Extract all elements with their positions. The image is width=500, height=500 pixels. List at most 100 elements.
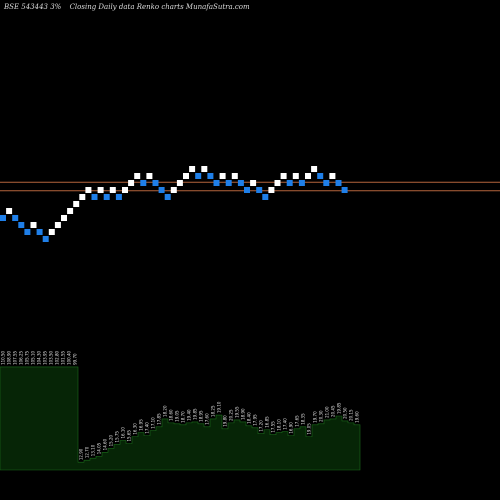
price-label: 20.30 <box>319 410 324 422</box>
volume-area <box>0 366 361 471</box>
price-label: 17.40 <box>283 418 288 430</box>
renko-brick <box>140 180 147 186</box>
renko-brick <box>48 229 55 235</box>
price-label: 14.60 <box>103 438 108 450</box>
price-label: 16.10 <box>121 427 126 439</box>
price-label: 19.80 <box>223 415 228 427</box>
volume-area-path <box>0 366 361 471</box>
price-label: 16.90 <box>289 422 294 434</box>
price-label: 18.20 <box>163 405 168 417</box>
renko-brick <box>244 187 250 193</box>
price-label: 19.05 <box>175 410 180 422</box>
renko-brick <box>152 180 159 186</box>
renko-brick <box>18 222 25 228</box>
renko-brick <box>280 173 287 179</box>
price-label: 16.30 <box>133 423 138 435</box>
renko-brick <box>231 173 238 179</box>
price-label: 17.65 <box>295 415 300 427</box>
renko-brick <box>122 187 128 193</box>
renko-brick <box>201 166 208 172</box>
renko-brick <box>85 187 92 193</box>
renko-brick <box>298 180 305 186</box>
renko-brick <box>225 180 232 186</box>
renko-brick <box>103 194 110 200</box>
renko-brick <box>183 173 189 179</box>
renko-brick <box>305 173 311 179</box>
price-label: 18.40 <box>247 412 252 424</box>
price-label: 15.75 <box>115 431 120 443</box>
price-label: 108.90 <box>7 350 12 364</box>
price-label: 103.50 <box>49 350 54 364</box>
price-label: 15.20 <box>109 434 114 446</box>
renko-brick <box>323 180 330 186</box>
price-label: 17.10 <box>151 417 156 429</box>
renko-brick <box>256 187 263 193</box>
price-label: 17.20 <box>259 420 264 432</box>
price-label: 19.60 <box>355 411 360 423</box>
price-label: 18.70 <box>181 411 186 423</box>
chart-description: Closing Daily data Renko charts MunafaSu… <box>69 3 250 11</box>
price-label: 17.95 <box>253 414 258 426</box>
price-label: 15.65 <box>127 430 132 442</box>
price-label: 14.05 <box>97 442 102 454</box>
price-label: 17.60 <box>205 413 210 425</box>
renko-brick <box>268 187 275 193</box>
renko-brick <box>128 180 135 186</box>
renko-brick <box>274 180 281 186</box>
renko-brick <box>109 187 116 193</box>
price-label: 20.50 <box>343 407 348 419</box>
renko-brick <box>189 166 196 172</box>
price-label: 104.30 <box>37 350 42 364</box>
price-label: 19.10 <box>217 401 222 413</box>
price-label: 18.95 <box>199 410 204 422</box>
price-label: 19.70 <box>313 411 318 423</box>
renko-brick <box>73 201 80 207</box>
price-label: 19.55 <box>235 406 240 418</box>
renko-brick <box>219 173 226 179</box>
renko-brick <box>237 180 244 186</box>
renko-brick <box>158 187 165 193</box>
price-label: 106.25 <box>19 350 24 364</box>
renko-brick <box>42 236 49 242</box>
renko-brick <box>6 208 13 214</box>
renko-brick <box>176 180 183 186</box>
price-label: 110.50 <box>1 350 6 364</box>
price-label: 18.90 <box>241 408 246 420</box>
renko-brick <box>207 173 214 179</box>
price-labels: 110.50 108.90 107.55 106.25 105.75 105.10 104.… <box>1 350 360 460</box>
chart-header: BSE 543443 3% Closing Daily data Renko c… <box>4 3 250 11</box>
renko-brick <box>97 187 104 193</box>
symbol-label: BSE 543443 3% <box>4 3 62 11</box>
renko-brick <box>0 215 6 221</box>
price-label: 19.05 <box>307 423 312 435</box>
renko-brick <box>195 173 202 179</box>
renko-brick <box>311 166 318 172</box>
renko-brick <box>250 180 257 186</box>
price-label: 17.40 <box>145 422 150 434</box>
price-label: 19.85 <box>337 402 342 414</box>
renko-brick <box>79 194 86 200</box>
price-label: 18.10 <box>277 419 282 431</box>
price-label: 12.90 <box>79 448 84 460</box>
renko-brick <box>24 229 31 235</box>
price-label: 12.70 <box>85 446 90 458</box>
price-label: 20.15 <box>349 409 354 421</box>
renko-brick <box>292 173 299 179</box>
price-label: 19.85 <box>193 408 198 420</box>
price-label: 16.85 <box>265 416 270 428</box>
price-label: 13.10 <box>91 444 96 456</box>
renko-brick <box>164 194 171 200</box>
price-label: 101.55 <box>61 350 66 364</box>
renko-brick <box>91 194 98 200</box>
price-label: 105.75 <box>25 350 30 364</box>
price-label: 21.00 <box>325 406 330 418</box>
renko-brick <box>54 222 61 228</box>
price-label: 17.55 <box>271 421 276 433</box>
price-label: 103.95 <box>43 350 48 364</box>
renko-brick <box>335 180 342 186</box>
price-label: 107.55 <box>13 350 18 364</box>
price-label: 16.95 <box>139 419 144 431</box>
renko-brick <box>317 173 324 179</box>
renko-brick <box>30 222 37 228</box>
